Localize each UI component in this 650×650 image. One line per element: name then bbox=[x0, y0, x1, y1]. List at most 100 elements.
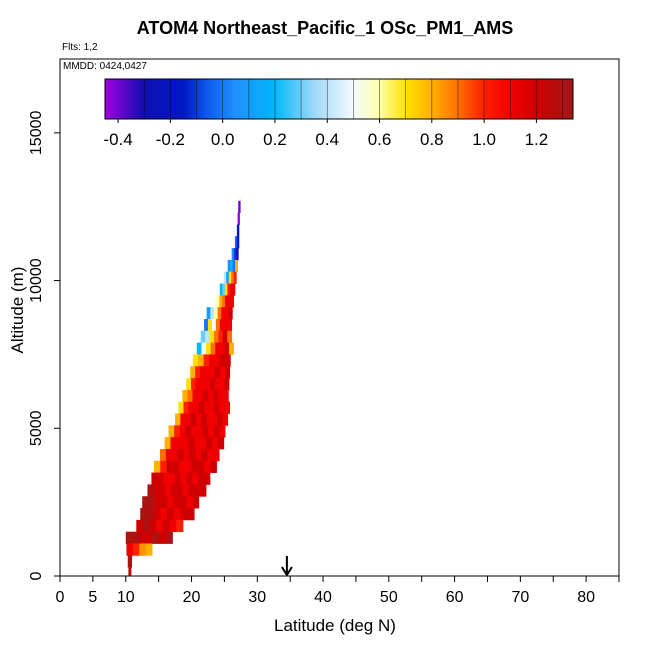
colorbar-segment bbox=[466, 79, 470, 119]
colorbar-segment bbox=[292, 79, 296, 119]
colorbar-segment bbox=[196, 79, 200, 119]
colorbar-segment bbox=[518, 79, 522, 119]
colorbar-tick-label: 0.4 bbox=[315, 130, 339, 149]
colorbar-segment bbox=[201, 79, 205, 119]
heatmap-cell bbox=[205, 366, 211, 379]
heatmap-cell bbox=[210, 342, 216, 355]
colorbar-tick-label: 0.8 bbox=[420, 130, 444, 149]
heatmap-cell bbox=[159, 531, 167, 544]
colorbar-segment bbox=[435, 79, 439, 119]
heatmap-cell bbox=[200, 437, 207, 450]
colorbar-segment bbox=[211, 79, 215, 119]
heatmap-cell bbox=[200, 484, 207, 497]
heatmap-cell bbox=[205, 437, 213, 450]
colorbar-segment bbox=[523, 79, 527, 119]
colorbar-segment bbox=[489, 79, 493, 119]
heatmap-cell bbox=[174, 472, 182, 485]
colorbar-segment bbox=[521, 79, 525, 119]
heatmap-cell bbox=[219, 366, 226, 379]
heatmap-cell bbox=[230, 259, 234, 273]
heatmap-cell bbox=[168, 425, 175, 438]
flights-label: Flts: 1,2 bbox=[62, 42, 98, 53]
heatmap-cell bbox=[151, 472, 158, 485]
heatmap-cell bbox=[224, 401, 231, 414]
heatmap-cell bbox=[205, 330, 210, 344]
heatmap-cell bbox=[207, 389, 214, 403]
colorbar-segment bbox=[323, 79, 327, 119]
colorbar-segment bbox=[115, 79, 119, 119]
heatmap-cell bbox=[192, 496, 200, 509]
colorbar-segment bbox=[281, 79, 285, 119]
colorbar-segment bbox=[515, 79, 519, 119]
heatmap-cell bbox=[216, 295, 220, 308]
heatmap-cell bbox=[196, 425, 203, 438]
colorbar-segment bbox=[456, 79, 460, 119]
colorbar-segment bbox=[547, 79, 551, 119]
heatmap-cell bbox=[180, 472, 187, 485]
colorbar-segment bbox=[203, 79, 207, 119]
colorbar-segment bbox=[385, 79, 389, 119]
heatmap-cell bbox=[232, 259, 236, 273]
heatmap-cell bbox=[167, 496, 175, 509]
colorbar-segment bbox=[188, 79, 192, 119]
colorbar-segment bbox=[474, 79, 478, 119]
heatmap-cell bbox=[171, 448, 179, 462]
colorbar-segment bbox=[105, 79, 109, 119]
colorbar-segment bbox=[287, 79, 291, 119]
heatmap-cell bbox=[219, 283, 223, 296]
colorbar-segment bbox=[310, 79, 314, 119]
colorbar: -0.4 -0.2 0.0 0.2 0.4 0.6 0.8 1.0 1.2 bbox=[103, 78, 574, 149]
colorbar-segment bbox=[531, 79, 535, 119]
heatmap-cell bbox=[214, 354, 221, 367]
heatmap-cell bbox=[207, 318, 213, 332]
heatmap-cell bbox=[227, 318, 233, 332]
colorbar-segment bbox=[328, 79, 332, 119]
colorbar-segment bbox=[448, 79, 452, 119]
colorbar-segment bbox=[193, 79, 197, 119]
colorbar-segment bbox=[315, 79, 319, 119]
colorbar-segment bbox=[146, 79, 150, 119]
colorbar-segment bbox=[419, 79, 423, 119]
heatmap-cell bbox=[136, 519, 144, 533]
colorbar-segment bbox=[562, 79, 566, 119]
x-tick-label: 60 bbox=[446, 589, 464, 606]
heatmap-cell bbox=[211, 437, 219, 450]
heatmap-cell bbox=[166, 460, 174, 473]
colorbar-segment bbox=[365, 79, 369, 119]
colorbar-segment bbox=[232, 79, 236, 119]
heatmap-cell bbox=[222, 295, 226, 308]
heatmap-cell bbox=[228, 307, 233, 320]
heatmap-cell bbox=[160, 508, 168, 521]
colorbar-segment bbox=[411, 79, 415, 119]
x-tick-label: 5 bbox=[88, 589, 97, 606]
colorbar-segment bbox=[354, 79, 358, 119]
colorbar-segment bbox=[209, 79, 213, 119]
colorbar-segment bbox=[453, 79, 457, 119]
x-tick-label: 70 bbox=[511, 589, 529, 606]
heatmap-cell bbox=[217, 437, 225, 450]
colorbar-segment bbox=[383, 79, 387, 119]
colorbar-segment bbox=[401, 79, 405, 119]
colorbar-segment bbox=[528, 79, 532, 119]
heatmap-cell bbox=[228, 271, 232, 284]
heatmap-cell bbox=[182, 484, 189, 497]
heatmap-cell bbox=[178, 401, 184, 414]
heatmap-cell bbox=[167, 508, 175, 521]
colorbar-segment bbox=[362, 79, 366, 119]
heatmap-cell bbox=[157, 472, 164, 485]
heatmap-cell bbox=[180, 413, 187, 426]
heatmap-cell bbox=[221, 307, 226, 320]
heatmap-cell bbox=[182, 437, 189, 450]
heatmap-cell bbox=[170, 437, 177, 450]
heatmap-cell bbox=[191, 425, 198, 438]
colorbar-segment bbox=[450, 79, 454, 119]
colorbar-segment bbox=[242, 79, 246, 119]
heatmap-cell bbox=[214, 378, 220, 391]
colorbar-segment bbox=[458, 79, 462, 119]
heatmap-cell bbox=[218, 389, 224, 403]
colorbar-tick-label: -0.4 bbox=[103, 130, 132, 149]
heatmap-cell bbox=[175, 413, 181, 426]
heatmap-cell bbox=[128, 564, 132, 577]
heatmap-cell bbox=[187, 508, 195, 521]
heatmap-cell bbox=[192, 354, 199, 367]
